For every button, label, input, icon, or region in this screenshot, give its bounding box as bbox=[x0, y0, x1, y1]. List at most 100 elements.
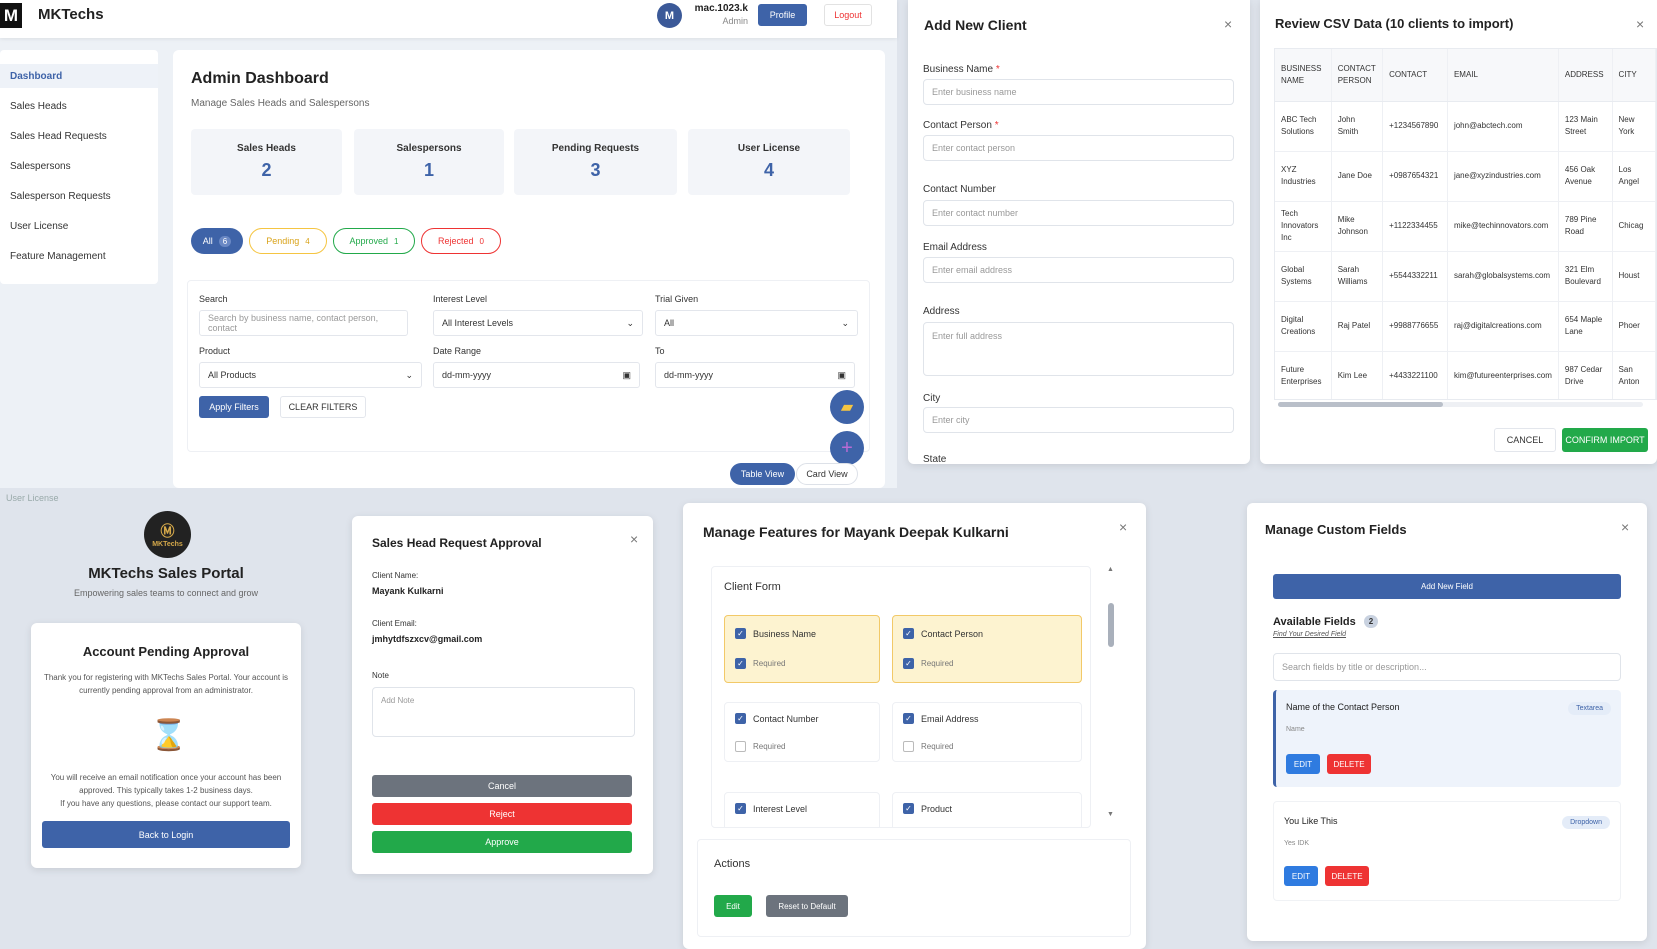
apply-filters-button[interactable]: Apply Filters bbox=[199, 396, 269, 418]
sidebar-item-user-license[interactable]: User License bbox=[10, 220, 69, 232]
note-textarea[interactable]: Add Note bbox=[372, 687, 635, 737]
date-from-input[interactable]: dd-mm-yyyy ▣ bbox=[433, 362, 640, 388]
csv-table[interactable]: BUSINESS NAME CONTACT PERSON CONTACT EMA… bbox=[1274, 48, 1657, 400]
confirm-import-button[interactable]: CONFIRM IMPORT bbox=[1562, 428, 1648, 452]
feature-checkbox-row[interactable]: ✓ Email Address bbox=[903, 713, 979, 724]
scroll-down-icon[interactable]: ▼ bbox=[1107, 811, 1114, 818]
product-label: Product bbox=[199, 346, 231, 356]
reject-button[interactable]: Reject bbox=[372, 803, 632, 825]
trial-given-select[interactable]: All ⌄ bbox=[655, 310, 858, 336]
back-to-login-button[interactable]: Back to Login bbox=[42, 821, 290, 848]
feature-checkbox-row[interactable]: ✓ Interest Level bbox=[735, 803, 807, 814]
checkbox-checked-icon[interactable]: ✓ bbox=[903, 628, 914, 639]
edit-field-button[interactable]: EDIT bbox=[1286, 754, 1320, 774]
table-view-button[interactable]: Table View bbox=[730, 463, 795, 485]
interest-level-select[interactable]: All Interest Levels ⌄ bbox=[433, 310, 643, 336]
checkbox-empty-icon[interactable] bbox=[903, 741, 914, 752]
sidebar-item-salespersons[interactable]: Salespersons bbox=[10, 160, 71, 172]
filter-pill-rejected[interactable]: Rejected 0 bbox=[421, 228, 501, 254]
checkbox-checked-icon[interactable]: ✓ bbox=[735, 658, 746, 669]
address-field[interactable]: Enter full address bbox=[923, 322, 1234, 376]
hourglass-icon: ⌛ bbox=[150, 719, 188, 752]
stat-label: Sales Heads bbox=[237, 143, 296, 154]
contact-person-field[interactable]: Enter contact person bbox=[923, 135, 1234, 161]
sidebar-item-sales-heads[interactable]: Sales Heads bbox=[10, 100, 67, 112]
logout-button[interactable]: Logout bbox=[824, 4, 872, 26]
required-checkbox-row[interactable]: Required bbox=[903, 741, 953, 752]
feature-checkbox-row[interactable]: ✓ Contact Person bbox=[903, 628, 983, 639]
table-cell: San Anton bbox=[1612, 351, 1656, 399]
close-icon[interactable]: × bbox=[1621, 519, 1630, 535]
checkbox-checked-icon[interactable]: ✓ bbox=[735, 628, 746, 639]
section-title: Client Form bbox=[724, 581, 781, 593]
close-icon[interactable]: × bbox=[1636, 16, 1645, 32]
business-name-field[interactable]: Enter business name bbox=[923, 79, 1234, 105]
scrollbar-thumb[interactable] bbox=[1278, 402, 1443, 407]
horizontal-scrollbar[interactable] bbox=[1278, 402, 1643, 407]
email-address-field[interactable]: Enter email address bbox=[923, 257, 1234, 283]
find-field-link[interactable]: Find Your Desired Field bbox=[1273, 631, 1347, 638]
delete-field-button[interactable]: DELETE bbox=[1325, 866, 1369, 886]
sidebar-item-feature-management[interactable]: Feature Management bbox=[10, 250, 106, 262]
checkbox-empty-icon[interactable] bbox=[735, 741, 746, 752]
vertical-scrollbar[interactable]: ▲ ▼ bbox=[1107, 566, 1117, 828]
edit-button[interactable]: Edit bbox=[714, 895, 752, 917]
checkbox-checked-icon[interactable]: ✓ bbox=[735, 713, 746, 724]
sidebar-item-salesperson-requests[interactable]: Salesperson Requests bbox=[10, 190, 111, 202]
delete-field-button[interactable]: DELETE bbox=[1327, 754, 1371, 774]
close-icon[interactable]: × bbox=[630, 531, 639, 547]
contact-number-field[interactable]: Enter contact number bbox=[923, 200, 1234, 226]
required-label: Required bbox=[921, 659, 954, 668]
table-cell: mike@techinnovators.com bbox=[1447, 201, 1559, 252]
modal-title: Sales Head Request Approval bbox=[372, 536, 542, 550]
feature-item-contact-number: ✓ Contact Number Required bbox=[724, 702, 880, 762]
required-checkbox-row[interactable]: Required bbox=[735, 741, 785, 752]
close-icon[interactable]: × bbox=[1224, 16, 1233, 32]
folder-icon[interactable]: ▰ bbox=[830, 390, 864, 424]
feature-checkbox-row[interactable]: ✓ Contact Number bbox=[735, 713, 819, 724]
filter-pill-pending[interactable]: Pending 4 bbox=[249, 228, 327, 254]
logo-text: MKTechs bbox=[152, 541, 183, 548]
add-client-modal: Add New Client × Business Name * Enter b… bbox=[908, 0, 1250, 464]
plus-icon[interactable]: + bbox=[830, 431, 864, 465]
calendar-icon[interactable]: ▣ bbox=[837, 369, 846, 380]
approve-button[interactable]: Approve bbox=[372, 831, 632, 853]
top-bar: M MKTechs M mac.1023.k Admin Profile Log… bbox=[0, 0, 897, 38]
filter-pill-all[interactable]: All 6 bbox=[191, 228, 243, 254]
profile-button[interactable]: Profile bbox=[758, 4, 807, 26]
scrollbar-thumb[interactable] bbox=[1108, 603, 1114, 647]
card-view-button[interactable]: Card View bbox=[796, 463, 858, 485]
required-checkbox-row[interactable]: ✓ Required bbox=[903, 658, 953, 669]
feature-label: Contact Person bbox=[921, 628, 984, 639]
checkbox-checked-icon[interactable]: ✓ bbox=[903, 658, 914, 669]
sidebar-item-dashboard[interactable]: Dashboard bbox=[0, 64, 158, 88]
city-field[interactable]: Enter city bbox=[923, 407, 1234, 433]
scroll-up-icon[interactable]: ▲ bbox=[1107, 566, 1114, 573]
checkbox-checked-icon[interactable]: ✓ bbox=[735, 803, 746, 814]
checkbox-checked-icon[interactable]: ✓ bbox=[903, 713, 914, 724]
cancel-button[interactable]: Cancel bbox=[372, 775, 632, 797]
date-to-value: dd-mm-yyyy bbox=[664, 370, 713, 380]
add-new-field-button[interactable]: Add New Field bbox=[1273, 574, 1621, 599]
edit-field-button[interactable]: EDIT bbox=[1284, 866, 1318, 886]
date-to-input[interactable]: dd-mm-yyyy ▣ bbox=[655, 362, 855, 388]
portal-title: MKTechs Sales Portal bbox=[88, 565, 244, 582]
product-select[interactable]: All Products ⌄ bbox=[199, 362, 422, 388]
pending-approval-card: Account Pending Approval Thank you for r… bbox=[31, 623, 301, 868]
clear-filters-button[interactable]: CLEAR FILTERS bbox=[280, 396, 366, 418]
checkbox-checked-icon[interactable]: ✓ bbox=[903, 803, 914, 814]
filter-pill-approved[interactable]: Approved 1 bbox=[333, 228, 415, 254]
custom-field-card: Name of the Contact Person Textarea Name… bbox=[1273, 690, 1621, 787]
close-icon[interactable]: × bbox=[1119, 519, 1128, 535]
table-cell: 654 Maple Lane bbox=[1558, 301, 1613, 352]
required-checkbox-row[interactable]: ✓ Required bbox=[735, 658, 785, 669]
reset-to-default-button[interactable]: Reset to Default bbox=[766, 895, 848, 917]
sidebar-item-sales-head-requests[interactable]: Sales Head Requests bbox=[10, 130, 107, 142]
search-fields-input[interactable]: Search fields by title or description... bbox=[1273, 653, 1621, 681]
search-input[interactable]: Search by business name, contact person,… bbox=[199, 310, 408, 336]
feature-checkbox-row[interactable]: ✓ Product bbox=[903, 803, 952, 814]
avatar[interactable]: M bbox=[657, 3, 682, 28]
calendar-icon[interactable]: ▣ bbox=[622, 369, 631, 380]
csv-cancel-button[interactable]: CANCEL bbox=[1494, 428, 1556, 452]
feature-checkbox-row[interactable]: ✓ Business Name bbox=[735, 628, 816, 639]
